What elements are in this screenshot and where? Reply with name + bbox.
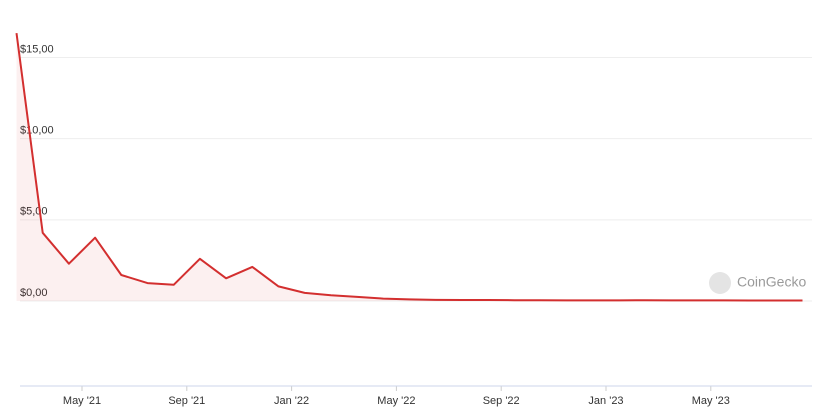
y-tick-label: $0,00 — [20, 287, 48, 299]
x-tick-label: Sep '21 — [168, 395, 205, 407]
x-tick-label: May '21 — [63, 395, 101, 407]
y-tick-label: $15,00 — [20, 43, 54, 55]
x-tick-label: Jan '22 — [274, 395, 309, 407]
x-tick-label: Sep '22 — [483, 395, 520, 407]
price-line — [15, 32, 803, 302]
x-tick-label: May '23 — [692, 395, 730, 407]
watermark-text: CoinGecko — [737, 274, 806, 290]
x-tick-label: Jan '23 — [588, 395, 623, 407]
area — [16, 33, 803, 301]
watermark-logo — [709, 272, 731, 294]
x-tick-label: May '22 — [377, 395, 415, 407]
watermark: CoinGecko — [709, 272, 806, 294]
